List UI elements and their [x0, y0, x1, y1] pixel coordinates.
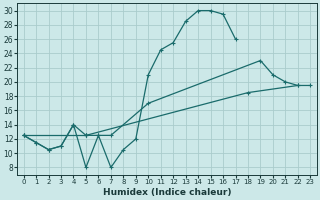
X-axis label: Humidex (Indice chaleur): Humidex (Indice chaleur) [103, 188, 231, 197]
